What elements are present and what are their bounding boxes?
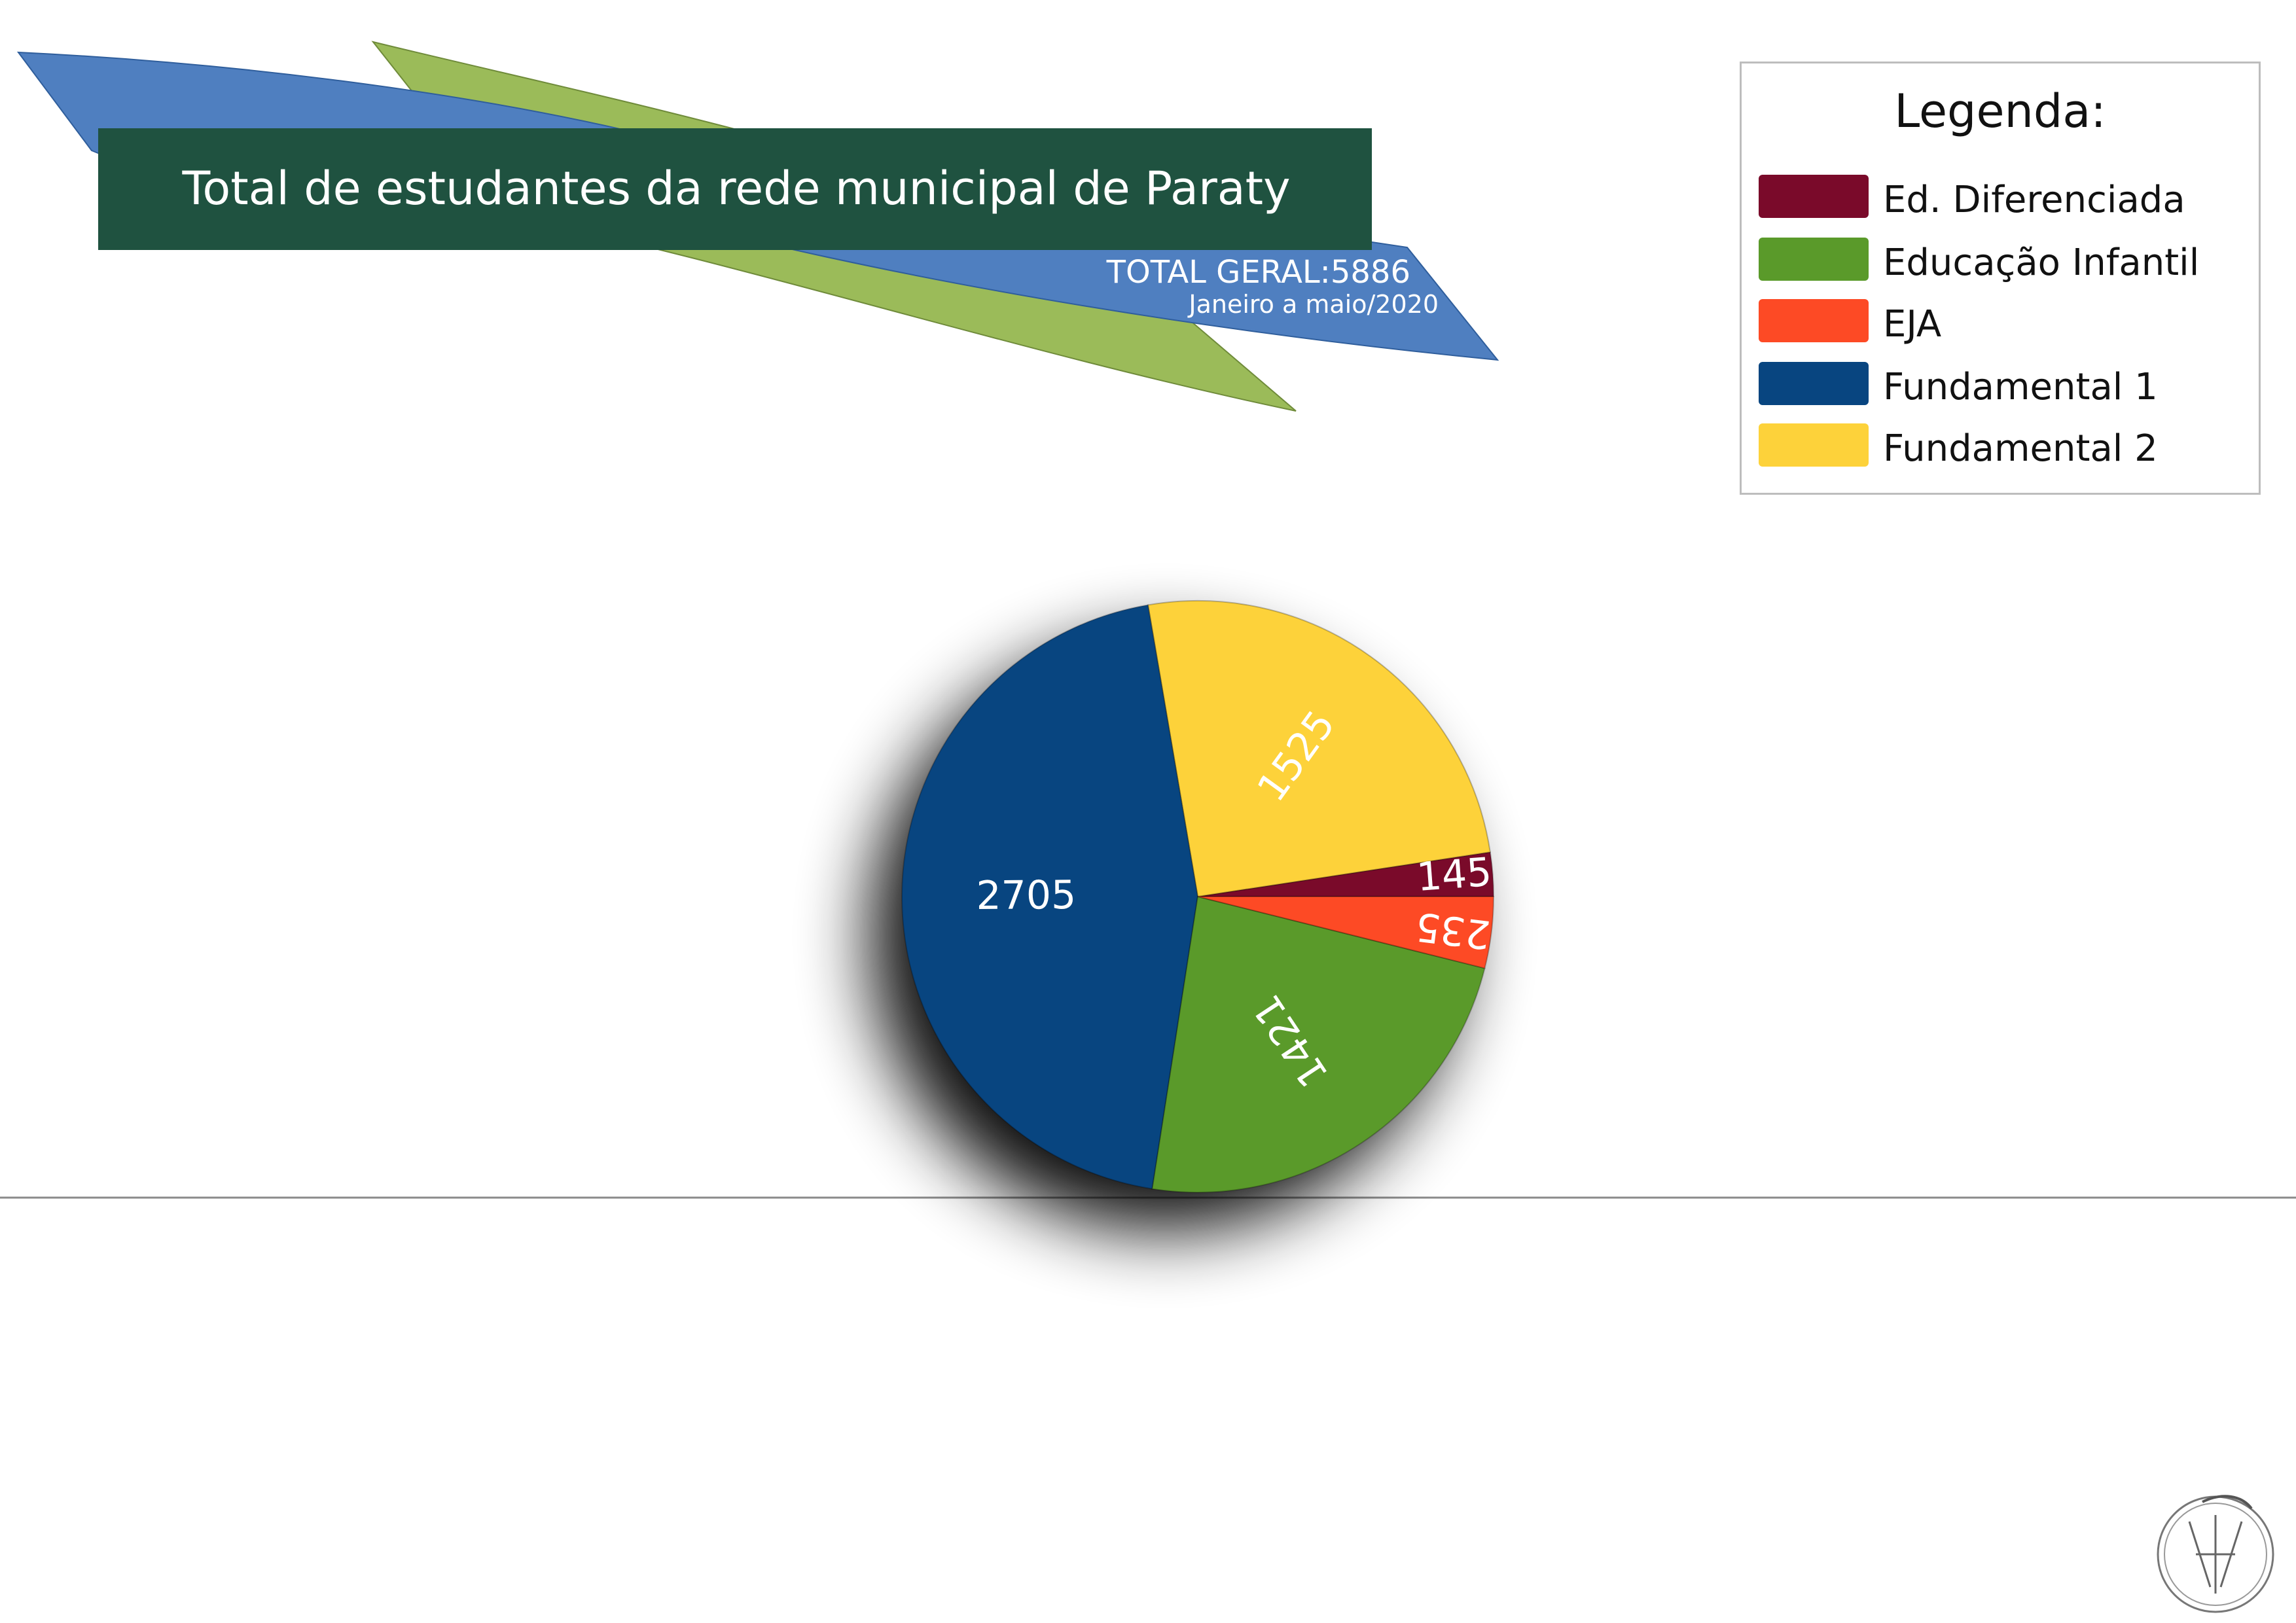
legend-box: Legenda: Ed. Diferenciada Educação Infant… xyxy=(1740,62,2261,495)
legend-label: Fundamental 2 xyxy=(1883,427,2158,470)
legend-label: Ed. Diferenciada xyxy=(1883,179,2185,221)
legend-label: EJA xyxy=(1883,303,1942,346)
pie-slice-ed-diferenciada xyxy=(1197,851,1495,897)
pie-label-eja: 235 xyxy=(1413,903,1493,957)
pie-slice-fundamental-2 xyxy=(1147,600,1491,898)
period-label: Janeiro a maio/2020 xyxy=(1187,290,1439,319)
pie-slice-fundamental-1 xyxy=(901,604,1199,1190)
page-title: Total de estudantes da rede municipal de… xyxy=(182,162,1291,215)
legend-title: Legenda: xyxy=(1894,84,2106,138)
legend-label: Fundamental 1 xyxy=(1883,366,2158,408)
legend-swatch xyxy=(1759,175,1869,218)
pie-slice-eja xyxy=(1197,896,1495,969)
legend-swatch xyxy=(1759,423,1869,467)
title-banner xyxy=(98,128,1372,250)
legend-label: Educação Infantil xyxy=(1883,241,2200,284)
pie-label-ed-diferenciada: 145 xyxy=(1415,849,1493,901)
pie-slices xyxy=(901,600,1495,1193)
total-geral-label: TOTAL GERAL:5886 xyxy=(1106,254,1410,291)
pie-slice-educacao-infantil xyxy=(1151,895,1486,1193)
seal-logo xyxy=(2157,1495,2274,1613)
legend-swatch xyxy=(1759,362,1869,405)
legend-swatch xyxy=(1759,238,1869,281)
pie-label-fundamental-1: 2705 xyxy=(976,872,1076,919)
legend-swatch xyxy=(1759,299,1869,342)
